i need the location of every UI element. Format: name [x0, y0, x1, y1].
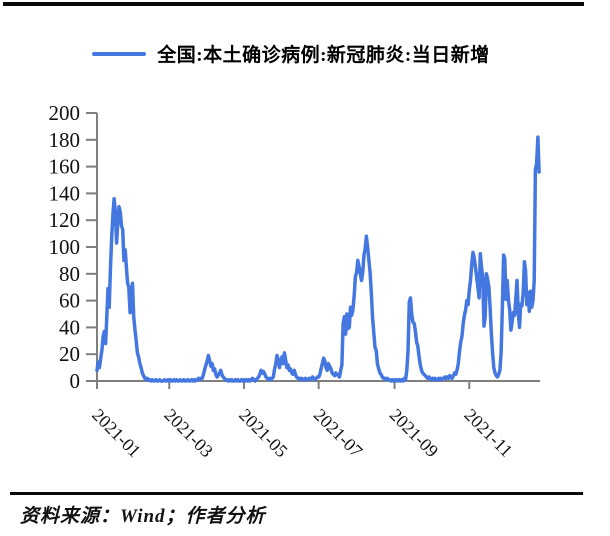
bottom-rule [10, 492, 583, 495]
legend-line-swatch [92, 51, 147, 56]
y-tick-label: 20 [59, 342, 80, 366]
y-tick-label: 180 [49, 128, 81, 152]
y-tick-label: 80 [59, 262, 80, 286]
y-tick-label: 200 [49, 101, 81, 125]
top-rule [3, 2, 584, 6]
y-tick-label: 140 [49, 181, 81, 205]
legend: 全国:本土确诊病例:新冠肺炎:当日新增 [0, 40, 582, 67]
x-tick-label: 2021-11 [460, 405, 516, 461]
x-tick-label: 2021-05 [235, 405, 292, 462]
x-tick-label: 2021-01 [88, 405, 145, 462]
x-tick-label: 2021-07 [310, 405, 367, 462]
y-tick-label: 100 [49, 235, 81, 259]
series-line [95, 135, 541, 383]
legend-label: 全国:本土确诊病例:新冠肺炎:当日新增 [157, 45, 490, 66]
y-tick-label: 0 [70, 369, 81, 393]
x-tick-label: 2021-03 [160, 405, 217, 462]
y-tick-label: 120 [49, 208, 81, 232]
y-tick-label: 40 [59, 315, 80, 339]
source-note: 资料来源：Wind；作者分析 [20, 506, 266, 527]
y-tick-label: 160 [49, 155, 81, 179]
y-tick-label: 60 [59, 289, 80, 313]
x-tick-label: 2021-09 [386, 405, 443, 462]
